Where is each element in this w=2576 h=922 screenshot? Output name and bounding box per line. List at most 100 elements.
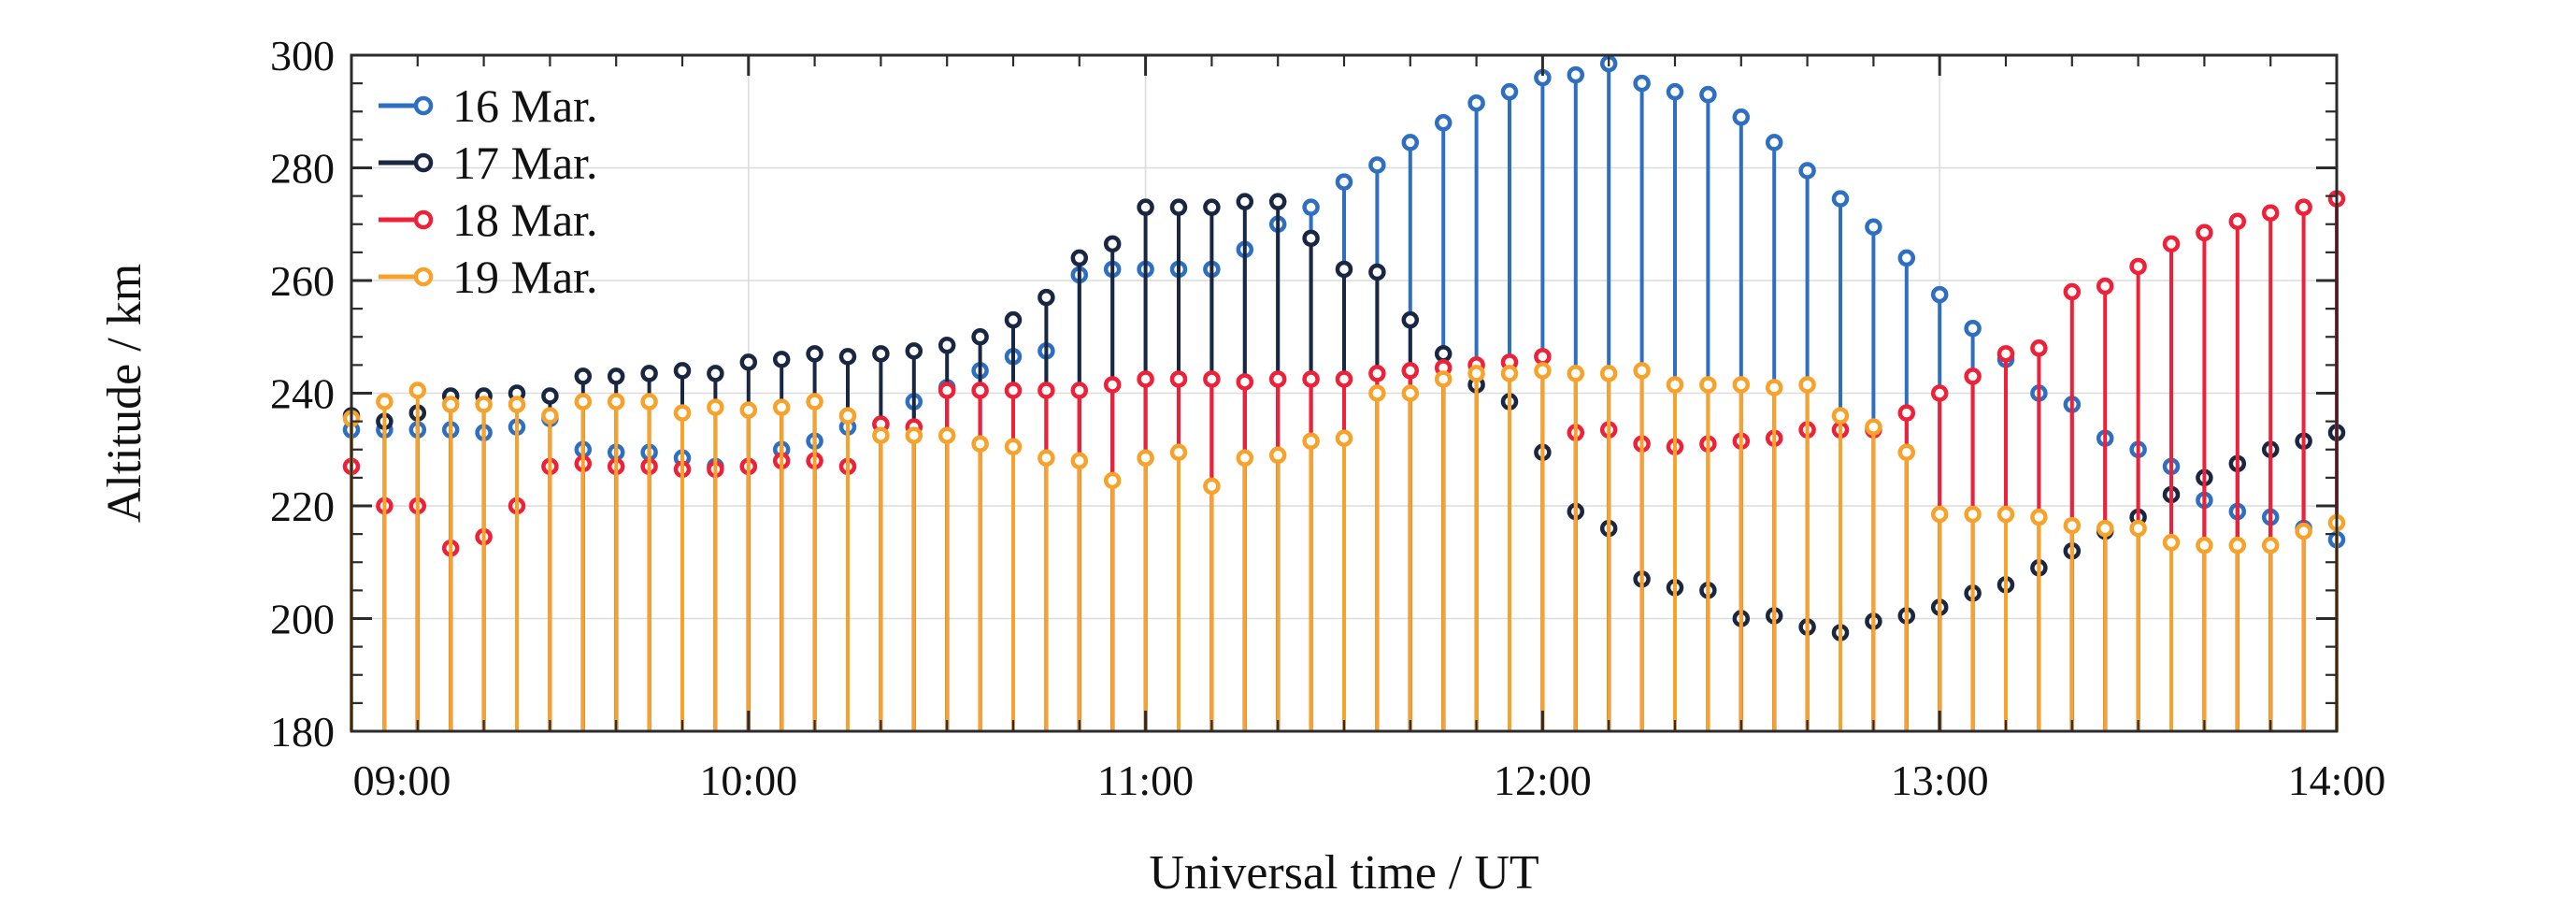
legend-item: 17 Mar.: [379, 137, 598, 189]
data-point-marker: [1666, 376, 1684, 394]
data-point-marker: [937, 382, 956, 399]
legend-marker-circle: [413, 152, 434, 173]
data-point-marker: [1732, 108, 1751, 126]
data-point-marker: [1467, 94, 1485, 112]
data-point-marker: [1169, 198, 1188, 216]
data-point-marker: [1401, 384, 1420, 402]
data-point-marker: [1236, 449, 1254, 468]
data-point-marker: [2295, 522, 2312, 540]
x-tick-label: 10:00: [699, 756, 797, 804]
data-point-marker: [1335, 260, 1353, 279]
data-point-marker: [905, 426, 923, 444]
data-point-marker: [1368, 384, 1386, 402]
data-point-marker: [2261, 536, 2280, 555]
data-point-marker: [1302, 229, 1320, 248]
data-point-marker: [806, 393, 823, 411]
data-point-marker: [2096, 519, 2114, 538]
data-point-marker: [2162, 235, 2181, 253]
data-point-marker: [2063, 516, 2082, 535]
x-tick-label: 14:00: [2288, 756, 2386, 804]
data-point-marker: [1964, 367, 1982, 385]
data-point-marker: [1765, 379, 1783, 396]
data-point-marker: [1103, 376, 1122, 394]
data-point-marker: [2030, 339, 2048, 357]
data-point-marker: [1335, 173, 1353, 191]
legend-label: 18 Mar.: [452, 194, 598, 246]
data-point-marker: [971, 328, 989, 346]
data-point-marker: [1897, 443, 1916, 462]
data-point-marker: [1765, 134, 1783, 151]
data-point-marker: [739, 353, 758, 371]
data-point-marker: [1302, 432, 1320, 450]
data-point-marker: [772, 398, 791, 416]
data-point-marker: [937, 337, 956, 354]
data-point-marker: [1137, 449, 1154, 468]
data-point-marker: [872, 345, 890, 363]
tick-labels: 180 200 220 240 260 280 300 09:00 10:00 11:00 12:0…: [270, 32, 2385, 804]
data-point-marker: [1335, 429, 1353, 447]
data-point-marker: [1268, 193, 1287, 210]
legend-marker-circle: [413, 267, 434, 287]
data-point-marker: [2196, 536, 2213, 555]
data-point-marker: [1004, 438, 1023, 455]
data-point-marker: [1401, 134, 1420, 151]
data-point-marker: [1534, 362, 1552, 380]
data-point-marker: [1368, 263, 1386, 281]
data-point-marker: [574, 393, 593, 411]
data-point-marker: [971, 382, 989, 399]
data-point-marker: [1169, 370, 1188, 388]
data-point-marker: [739, 401, 758, 419]
data-point-marker: [1268, 446, 1287, 465]
data-point-marker: [673, 362, 692, 380]
data-point-marker: [1930, 505, 1949, 524]
data-point-marker: [1236, 193, 1254, 210]
data-point-marker: [1203, 198, 1221, 216]
data-point-marker: [574, 367, 593, 385]
x-axis-title: Universal time / UT: [1149, 846, 1538, 900]
data-point-marker: [1004, 382, 1023, 399]
data-point-marker: [1070, 249, 1089, 267]
data-point-marker: [1897, 249, 1916, 267]
data-point-marker: [905, 342, 923, 360]
data-point-marker: [2096, 277, 2114, 295]
data-point-marker: [1236, 373, 1254, 391]
data-point-marker: [1699, 85, 1717, 104]
data-point-marker: [1169, 443, 1188, 462]
data-point-marker: [2063, 282, 2082, 301]
x-tick-label: 11:00: [1097, 756, 1194, 804]
legend-item: 18 Mar.: [379, 194, 598, 246]
data-point-marker: [508, 396, 526, 413]
legend-item: 19 Mar.: [379, 251, 598, 303]
data-point-marker: [1335, 370, 1353, 388]
data-point-marker: [1434, 114, 1453, 132]
data-point-marker: [1004, 310, 1023, 329]
data-point-marker: [673, 404, 692, 422]
data-point-marker: [1070, 452, 1089, 470]
y-tick-label: 180: [270, 708, 335, 756]
data-point-marker: [376, 393, 394, 411]
data-point-marker: [1732, 376, 1751, 394]
data-point-marker: [2129, 519, 2147, 538]
data-point-marker: [441, 396, 460, 413]
data-point-marker: [541, 407, 559, 425]
data-point-marker: [1500, 365, 1519, 382]
data-point-marker: [1302, 198, 1320, 216]
data-point-marker: [707, 398, 724, 416]
legend-item: 16 Mar.: [379, 79, 598, 132]
data-point-marker: [1599, 365, 1618, 382]
data-point-marker: [1534, 348, 1552, 366]
axis-ticks: [350, 53, 2339, 733]
data-point-marker: [2162, 533, 2181, 552]
data-point-marker: [1633, 74, 1651, 93]
data-point-marker: [1434, 370, 1453, 388]
data-point-marker: [2261, 204, 2280, 222]
data-point-marker: [1930, 285, 1949, 304]
data-point-marker: [937, 426, 956, 444]
data-point-marker: [1897, 404, 1916, 422]
data-point-marker: [1996, 505, 2015, 524]
data-point-marker: [1633, 362, 1651, 380]
data-point-marker: [1103, 471, 1122, 490]
y-axis-title: Altitude / km: [98, 264, 151, 523]
